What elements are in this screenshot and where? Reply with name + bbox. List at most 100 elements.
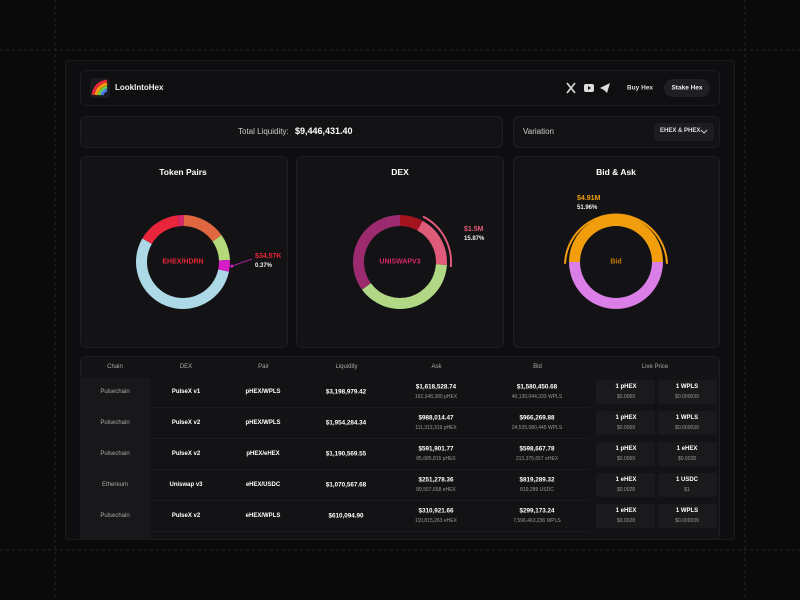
dex-cell: PulseX v2 [171,420,201,426]
price-value: $0.000039 [675,394,699,400]
ask-usd: $1,618,528.74 [415,383,457,391]
header-bar [80,70,720,106]
donut-center-label: Bid [610,258,622,266]
price-unit: 1 eHEX [615,508,637,514]
social-icons [566,82,610,94]
pair-cell: eHEX/USDC [245,482,281,488]
callout-amount: $34.57K [255,253,282,260]
price-value: $0.000039 [675,425,699,431]
ask-amount: 85,685,816 pHEX [416,456,456,462]
youtube-icon[interactable] [584,84,594,92]
pair-cell: pHEX/WPLS [245,389,281,395]
callout-leader [231,258,253,267]
total-liquidity-label: Total Liquidity: [238,127,289,136]
dex-cell: PulseX v2 [171,513,201,519]
bid-amount: 24,535,080,445 WPLS [511,425,563,431]
price-unit: 1 WPLS [675,508,699,514]
price-unit: 1 pHEX [615,446,637,452]
ask-usd: $988,014.47 [418,414,454,422]
price-unit: 1 pHEX [615,415,637,421]
price-cell-bg [658,411,717,435]
donut-segment [183,215,222,242]
telegram-icon[interactable] [600,83,610,93]
card-title: DEX [391,167,409,177]
donut-segment [178,215,184,227]
pair-cell: pHEX/eHEX [246,451,280,457]
ask-amount: 89,557,658 eHEX [416,487,456,493]
variation-dropdown[interactable] [654,123,714,141]
column-header: DEX [179,364,193,370]
chain-column-bg [80,378,150,540]
dex-cell: PulseX v1 [171,389,201,395]
variation-option[interactable]: EHEX & PHEX [660,128,701,134]
price-cell-bg [596,473,655,497]
price-cell-bg [596,380,655,404]
price-value: $0.0069 [616,394,636,400]
chain-cell: Pulsechain [100,513,130,519]
bid-ask-card [513,156,720,348]
ask-amount: 110,815,263 eHEX [415,518,457,524]
donut-segment [400,215,423,231]
card-title: Bid & Ask [596,167,636,177]
donut-segment [361,264,447,310]
total-liquidity-value: $9,446,431.40 [295,126,353,136]
card-title: Token Pairs [159,167,207,177]
highlight-arc [564,213,668,264]
price-value: $0.0028 [616,518,636,524]
column-header: Liquidity [335,364,358,370]
price-cell-bg [658,442,717,466]
price-cell-bg [658,504,717,528]
price-value: $0.0069 [616,456,636,462]
dropdown-chevron [700,129,708,134]
buy-hex-button[interactable]: Buy Hex [626,84,654,92]
price-unit: 1 USDC [675,477,699,483]
pair-cell: pHEX/WPLS [245,420,281,426]
price-cell-bg [658,473,717,497]
ask-usd: $310,921.66 [418,507,454,515]
x-icon[interactable] [566,82,576,94]
bid-usd: $819,289.32 [519,476,555,484]
price-value: $0.0028 [677,456,697,462]
ask-amount: 111,313,319 pHEX [415,425,457,431]
chain-cell: Pulsechain [100,389,130,395]
bid-usd: $299,173.24 [519,507,555,515]
liquidity-cell: $1,070,567.68 [325,481,367,489]
donut-segment [353,215,400,290]
donut-segment [417,220,448,265]
bid-amount: 819,289 USDC [520,487,554,493]
token-pairs-card [80,156,288,348]
callout-share: 0.37% [255,263,273,269]
logo [90,78,110,98]
chain-cell: Pulsechain [100,420,130,426]
price-unit: 1 pHEX [615,384,637,390]
dex-cell: Uniswap v3 [169,482,203,488]
dex-card [296,156,504,348]
column-header: Bid [533,364,542,370]
liquidity-cell: $3,198,979.42 [325,388,367,396]
column-header: Ask [431,364,442,370]
donut-segment [569,262,663,309]
ask-usd: $251,278.36 [418,476,454,484]
liquidity-cell: $1,190,569.55 [325,450,367,458]
price-cell-bg [596,442,655,466]
stake-hex-button[interactable]: Stake Hex [671,84,703,92]
bid-amount: 213,375,657 eHEX [515,456,559,462]
price-unit: 1 eHEX [615,477,637,483]
ask-amount: 162,348,380 pHEX [414,394,458,400]
column-header: Live Price [641,364,669,370]
donut-segment [212,235,230,261]
price-value: $0.000039 [675,518,699,524]
highlight-arc [422,215,452,268]
price-cell-bg [596,504,655,528]
price-unit: 1 eHEX [676,446,698,452]
stake-button-bg [664,79,710,97]
price-cell-bg [596,411,655,435]
callout-amount: $1.5M [464,226,484,233]
donut-segment [135,238,229,310]
chain-cell: Pulsechain [100,451,130,457]
liquidity-cell: $610,094.90 [328,512,364,520]
bid-usd: $966,269.88 [519,414,555,422]
variation-label: Variation [523,127,554,136]
